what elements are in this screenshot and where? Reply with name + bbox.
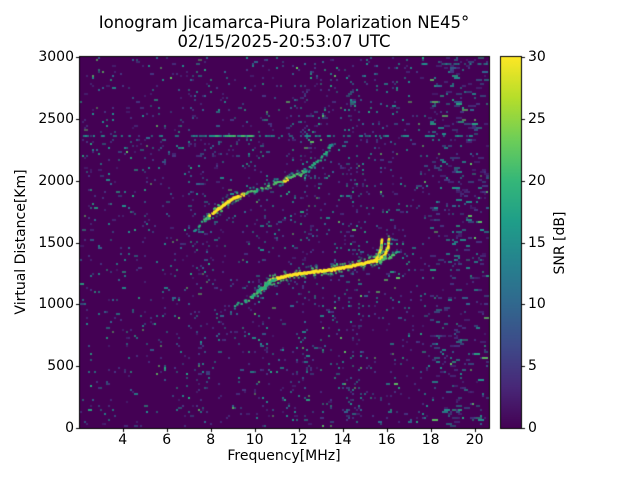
colorbar-label: SNR [dB] [552, 211, 568, 275]
y-tick-label: 2000 [38, 172, 74, 189]
x-tick-label: 14 [333, 432, 352, 448]
colorbar-tick-label: 5 [528, 358, 537, 375]
x-tick-label: 20 [465, 432, 484, 448]
y-axis-label: Virtual Distance[Km] [13, 169, 29, 315]
y-tick-label: 500 [47, 358, 74, 375]
page-subtitle: 02/15/2025-20:53:07 UTC [177, 32, 391, 51]
colorbar-tick-label: 20 [528, 172, 546, 189]
y-tick-label: 1000 [38, 296, 74, 313]
colorbar-tick-label: 25 [528, 110, 546, 127]
x-tick-label: 8 [206, 432, 216, 448]
x-tick-label: 4 [118, 432, 128, 448]
y-tick-label: 3000 [38, 49, 74, 65]
x-axis-label: Frequency[MHz] [227, 448, 341, 464]
page-title: Ionogram Jicamarca-Piura Polarization NE… [98, 13, 470, 32]
x-tick-label: 10 [245, 432, 264, 448]
colorbar-tick-label: 0 [528, 420, 537, 436]
colorbar-tick-label: 30 [528, 49, 546, 65]
x-tick-label: 12 [289, 432, 308, 448]
x-tick-label: 16 [377, 432, 396, 448]
x-tick-label: 18 [421, 432, 440, 448]
y-tick-label: 2500 [38, 110, 74, 127]
y-tick-label: 1500 [38, 234, 74, 251]
x-tick-label: 6 [162, 432, 172, 448]
colorbar-tick-label: 10 [528, 296, 546, 313]
y-tick-label: 0 [65, 420, 74, 436]
colorbar-tick-label: 15 [528, 234, 546, 251]
